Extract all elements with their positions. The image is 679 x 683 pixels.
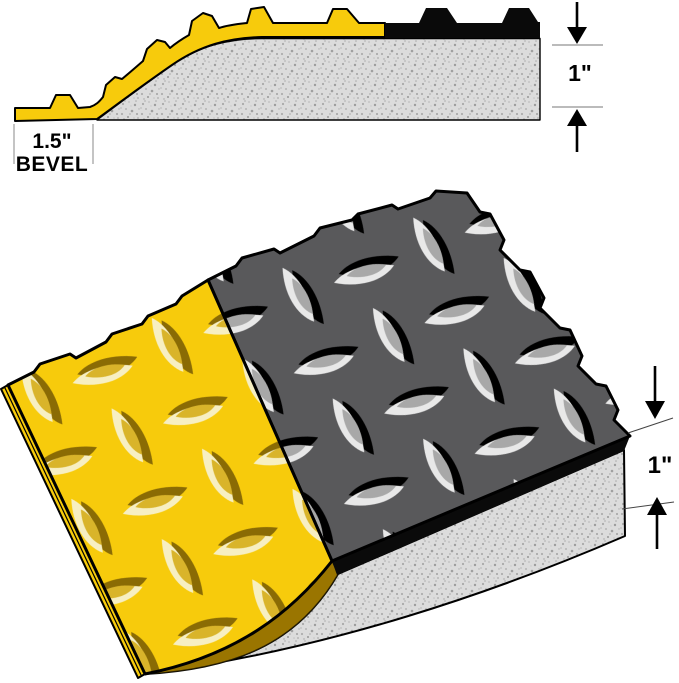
bevel-word-label: BEVEL	[15, 153, 89, 176]
bevel-width-label: 1.5"	[32, 130, 72, 153]
cross-section-thickness-label: 1"	[568, 60, 592, 86]
arrow-up-icon	[567, 109, 587, 152]
yellow-plate-surface	[6, 278, 334, 676]
arrow-down-icon	[567, 2, 587, 44]
bevel-cross-section	[13, 2, 603, 164]
black-edge-strip	[332, 436, 630, 575]
leader-line-top	[627, 417, 674, 434]
yellow-bevel-profile	[14, 6, 386, 122]
arrow-up-icon	[647, 497, 667, 549]
perspective-thickness-label: 1"	[647, 452, 673, 479]
cross-section-thickness-dimension	[552, 2, 603, 152]
dark-plate-surface	[206, 189, 632, 563]
mat-perspective-view	[0, 189, 675, 679]
black-surface-profile	[385, 8, 540, 38]
arrow-down-icon	[645, 366, 665, 419]
bevel-width-dimension	[13, 124, 94, 164]
leader-line-bottom	[621, 501, 675, 510]
perspective-thickness-dimension	[621, 366, 675, 549]
